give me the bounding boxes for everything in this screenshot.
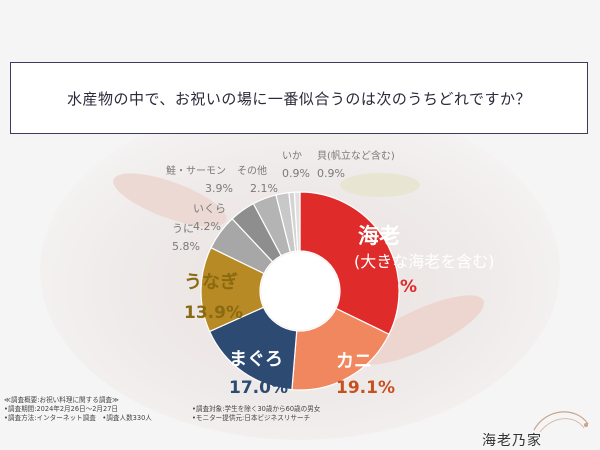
brand-name: 海老乃家 xyxy=(482,433,542,449)
survey-period: •調査期間:2024年2月26日～2月27日 xyxy=(4,405,118,413)
slice-3-value: 17.0% xyxy=(229,378,288,398)
slice-2-value: 19.1% xyxy=(336,378,395,398)
slice-1-sublabel: (大きな海老を含む) xyxy=(354,252,495,271)
survey-target: •調査対象:学生を除く30歳から60歳の男女 xyxy=(192,405,321,413)
slice-4-label: うなぎ xyxy=(184,271,238,293)
slice-3-label: まぐろ xyxy=(229,349,283,370)
slice-5-value: 5.8% xyxy=(172,240,200,253)
slice-1-wedge xyxy=(299,191,400,336)
slice-1-value: 32.2% xyxy=(358,277,417,297)
question-text: 水産物の中で、お祝いの場に一番似合うのは次のうちどれですか？ xyxy=(67,89,531,108)
slice-4-value: 13.9% xyxy=(184,303,243,323)
slice-7-value: 3.9% xyxy=(205,182,233,195)
survey-footer: ≪調査概要:お祝い料理に関する調査≫ •調査期間:2024年2月26日～2月27… xyxy=(4,396,424,423)
slice-8-label: その他 xyxy=(237,164,267,177)
survey-method: •調査方法:インターネット調査 •調査人数330人 xyxy=(4,414,152,422)
slice-6-label: いくら xyxy=(193,202,226,215)
survey-provider: •モニター提供元:日本ビジネスリサーチ xyxy=(192,414,311,422)
slice-6-value: 4.2% xyxy=(193,220,221,233)
shrimp-logo-icon xyxy=(533,411,589,433)
slice-9-label: いか xyxy=(282,150,302,162)
slice-7-label: 鮭・サーモン xyxy=(166,164,226,177)
question-box: 水産物の中で、お祝いの場に一番似合うのは次のうちどれですか？ xyxy=(10,62,588,134)
slice-8-value: 2.1% xyxy=(250,182,278,195)
slice-2-wedge xyxy=(291,307,390,391)
donut-center xyxy=(261,252,339,330)
slice-9-value: 0.9% xyxy=(282,167,310,180)
slice-1-label: 海老 xyxy=(358,224,400,248)
slice-2-label: カニ xyxy=(336,351,372,372)
slice-10-wedge xyxy=(293,191,301,252)
slice-10-label: 貝(帆立など含む) xyxy=(317,149,395,162)
survey-title: ≪調査概要:お祝い料理に関する調査≫ xyxy=(4,396,119,404)
slice-10-value: 0.9% xyxy=(317,167,345,180)
slice-5-label: うに xyxy=(172,222,194,235)
